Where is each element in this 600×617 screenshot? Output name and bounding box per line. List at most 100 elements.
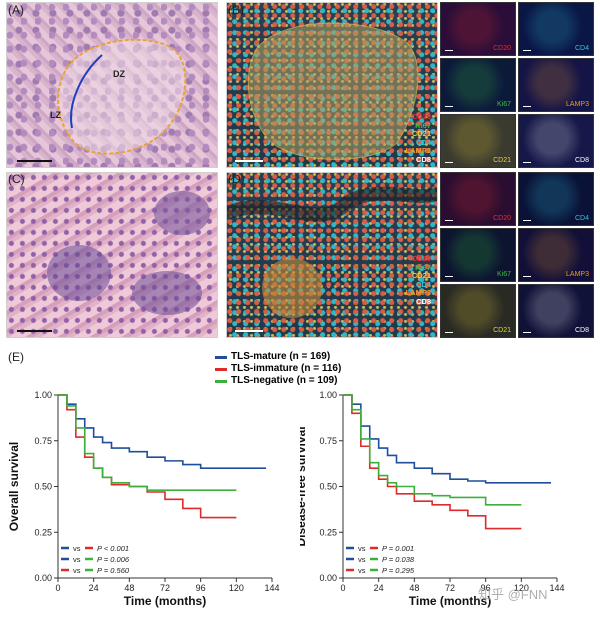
pvalue-vs: vs [73,544,81,553]
follicle-overlay [247,22,419,160]
x-tick-label: 72 [160,583,170,593]
channel-label: CD20 [493,215,511,222]
stain-label: CD8 [415,154,431,164]
pvalue-vs: vs [358,555,366,564]
tiles-d-grid: CD20 CD4 Ki67 LAMP3 CD21 CD8 [440,172,595,338]
stain-list-b: CD20 Ki67 CD21 CD4 LAMP3 CD8 [406,112,431,164]
legend-item: TLS-immature (n = 116) [215,363,341,375]
y-tick-label: 0.00 [319,573,337,583]
aggregate-overlay [227,186,437,318]
x-axis-label: Time (months) [124,594,206,608]
dz-marker: DZ [113,69,125,79]
channel-tile: CD20 [440,172,516,226]
channel-tile: LAMP3 [518,58,594,112]
channel-label: Ki67 [496,101,511,108]
channel-tile: CD21 [440,114,516,168]
pvalue-vs: vs [358,544,366,553]
stain-label: Ki67 [415,120,431,130]
y-axis-label: Overall survival [7,442,21,531]
channel-label: LAMP3 [566,101,589,108]
lz-marker: LZ [50,110,61,120]
panel-a-image: DZ LZ [6,2,218,168]
x-tick-label: 0 [340,583,345,593]
scale-bar [523,50,531,51]
stain-label: LAMP3 [405,288,431,297]
germinal-center-outline [57,38,187,155]
x-axis-label: Time (months) [409,594,491,608]
y-tick-label: 0.50 [34,482,52,492]
y-tick-label: 0.75 [34,436,52,446]
pvalue-text: P = 0.295 [382,566,415,575]
pvalue-text: P = 0.038 [382,555,415,564]
x-tick-label: 96 [481,583,491,593]
pvalue-vs: vs [358,566,366,575]
channel-tile: CD21 [440,284,516,338]
channel-label: CD8 [574,157,589,164]
panel-b-image: CD20 Ki67 CD21 CD4 LAMP3 CD8 [226,2,438,168]
channel-tile: Ki67 [440,228,516,282]
x-tick-label: 72 [445,583,455,593]
channel-label: CD4 [574,45,589,52]
channel-label: CD20 [493,45,511,52]
legend-item: TLS-negative (n = 109) [215,375,341,387]
x-tick-label: 24 [89,583,99,593]
km-curve-tls-negative [343,394,522,506]
panel-e-label: (E) [8,350,24,364]
y-tick-label: 0.25 [319,527,337,537]
x-tick-label: 96 [196,583,206,593]
pvalue-text: P < 0.001 [97,544,129,553]
scale-bar [235,330,263,332]
channel-tile: Ki67 [440,58,516,112]
channel-tile: CD8 [518,114,594,168]
x-tick-label: 24 [374,583,384,593]
y-tick-label: 1.00 [319,390,337,400]
pvalue-vs: vs [73,566,81,575]
stain-label: CD4 [415,279,431,289]
channel-label: CD21 [493,327,511,334]
y-tick-label: 0.25 [34,527,52,537]
y-tick-label: 0.50 [319,482,337,492]
panel-c-image [6,172,218,338]
disease-free-survival-chart: 0.00 0.25 0.50 0.75 1.00 0 24 48 72 96 120 144 Time … [300,390,565,608]
km-curve-tls-mature [343,394,552,484]
stain-list-d: CD20 Ki67 CD21 CD4 LAMP3 CD8 [405,254,431,306]
scale-bar [523,332,531,333]
x-tick-label: 0 [55,583,60,593]
stain-label: Ki67 [415,262,431,272]
pvalue-text: P = 0.560 [97,566,130,575]
x-tick-label: 48 [409,583,419,593]
watermark: 知乎 @FNN [478,587,548,602]
scale-bar [445,162,453,163]
y-tick-label: 0.75 [319,436,337,446]
panel-b-label: (B) [228,3,244,17]
stain-label: CD20 [411,112,431,121]
channel-tile: CD20 [440,2,516,56]
scale-bar [445,50,453,51]
panel-d-label: (D) [228,172,245,186]
x-tick-label: 144 [264,583,279,593]
scale-bar [523,162,531,163]
overall-survival-chart: 0.00 0.25 0.50 0.75 1.00 0 24 48 72 96 120 144 Time … [7,390,280,608]
channel-label: Ki67 [496,271,511,278]
channel-label: CD21 [493,157,511,164]
scale-bar [235,160,263,162]
x-tick-label: 144 [549,583,564,593]
channel-tile: CD4 [518,2,594,56]
panel-d-image: CD20 Ki67 CD21 CD4 LAMP3 CD8 [226,172,438,338]
legend-item: TLS-mature (n = 169) [215,351,341,363]
scale-bar [445,276,453,277]
y-tick-label: 1.00 [34,390,52,400]
scale-bar [523,220,531,221]
x-tick-label: 48 [124,583,134,593]
km-curve-tls-immature [58,394,237,519]
x-tick-label: 120 [514,583,529,593]
channel-tile: CD4 [518,172,594,226]
tiles-b-grid: CD20 CD4 Ki67 LAMP3 CD21 CD8 [440,2,595,168]
channel-label: CD8 [574,327,589,334]
channel-label: CD4 [574,215,589,222]
y-tick-label: 0.00 [34,573,52,583]
x-tick-label: 120 [229,583,244,593]
km-legend: TLS-mature (n = 169) TLS-immature (n = 1… [215,351,341,387]
pvalue-text: P = 0.001 [382,544,414,553]
scale-bar [445,332,453,333]
